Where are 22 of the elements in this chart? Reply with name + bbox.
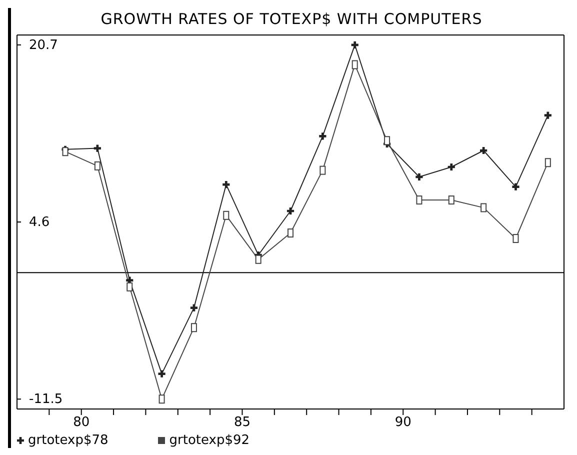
point [416,173,423,180]
y-tick-label: -11.5 [29,392,63,408]
x-tick-label: 85 [234,415,251,430]
x-tick-label: 80 [73,415,90,430]
point [512,234,519,243]
y-tick-label: 20.7 [29,38,58,53]
point [448,163,455,171]
point [319,132,326,140]
point [512,183,520,190]
point [94,144,101,152]
legend-label: grtotexp$92 [169,433,250,448]
point [448,196,454,204]
point [158,370,166,378]
legend-label: grtotexp$78 [28,433,108,448]
y-tick-label: 4.6 [29,215,50,230]
x-tick-label: 90 [394,415,412,430]
point [416,196,422,204]
point [544,112,552,119]
point [190,304,198,312]
chart-title: GROWTH RATES OF TOTEXP$ WITH COMPUTERS [100,9,484,30]
point [222,181,230,188]
point [351,41,358,48]
